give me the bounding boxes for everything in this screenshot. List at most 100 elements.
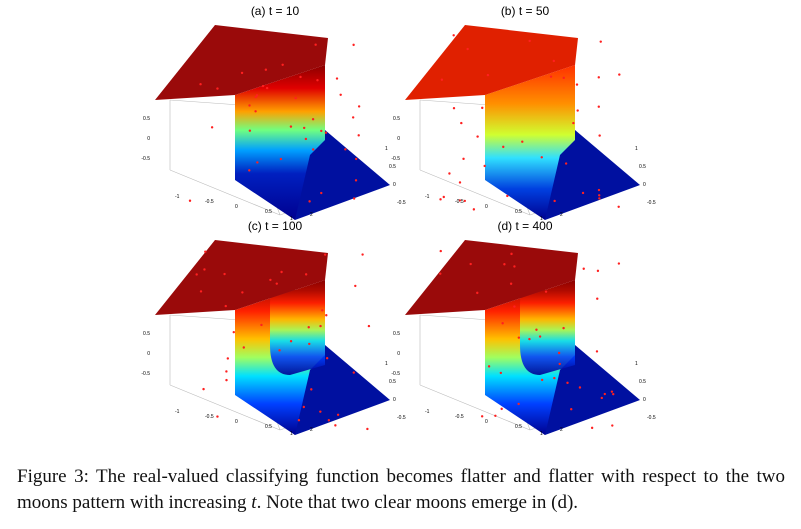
sample-point (578, 386, 582, 389)
sample-point (452, 34, 455, 37)
sample-point (462, 157, 465, 161)
sample-point (354, 179, 358, 182)
sample-point (494, 414, 497, 417)
sample-point (517, 402, 520, 406)
sample-point (562, 326, 565, 330)
sample-point (254, 95, 257, 99)
box-edge (419, 314, 491, 321)
sample-point (325, 356, 329, 360)
panel-title: (c) t = 100 (248, 219, 303, 233)
sample-point (476, 135, 479, 138)
sample-point (528, 337, 531, 341)
panel: (d) t = 400 0.5 0 -0.5 -1 -0.5 0 0.5 1 0.5 0 -0.5 1 2 (391, 219, 655, 437)
sample-point (352, 43, 355, 47)
sample-point (458, 199, 462, 202)
y-tick-label: 2 (310, 427, 313, 433)
sample-point (256, 161, 259, 164)
sample-point (248, 169, 251, 172)
z-tick-label: -0.5 (391, 371, 400, 377)
z-tick-label: -0.5 (141, 156, 150, 162)
surface-wall (235, 65, 325, 220)
sample-point (506, 194, 509, 198)
x-tick-label: 0 (485, 419, 488, 425)
sample-point (521, 140, 524, 143)
sample-point (225, 370, 228, 373)
z-tick-label: 0 (397, 136, 400, 142)
sample-point (279, 157, 283, 161)
caption: Figure 3: The real-valued classifying fu… (17, 464, 785, 516)
sample-point (590, 426, 594, 430)
sample-point (224, 304, 227, 308)
y-tick-label: -0.5 (397, 415, 406, 421)
box-edge (169, 314, 241, 321)
sample-point (562, 76, 565, 80)
y-tick-label: 0.5 (639, 164, 646, 170)
x-tick-label: 0 (235, 419, 238, 425)
x-tick-label: 0.5 (265, 209, 272, 215)
sample-point (319, 324, 322, 328)
y-tick-label: 0 (393, 397, 396, 403)
sample-point (460, 121, 463, 125)
sample-point (269, 278, 272, 282)
sample-point (501, 322, 504, 325)
surface-wall (485, 65, 575, 220)
sample-point (199, 83, 202, 86)
sample-point (307, 326, 310, 329)
sample-point (216, 87, 219, 90)
sample-point (241, 291, 244, 294)
sample-point (617, 262, 621, 265)
sample-point (210, 126, 214, 129)
sample-point (204, 250, 207, 253)
sample-point (557, 351, 561, 355)
x-tick-label: 0 (485, 204, 488, 210)
sample-point (552, 59, 556, 63)
sample-point (544, 290, 548, 293)
panel-title: (b) t = 50 (501, 4, 550, 18)
sample-point (260, 323, 263, 327)
sample-point (486, 73, 490, 77)
sample-point (598, 194, 601, 197)
sample-point (312, 148, 315, 151)
sample-point (466, 47, 469, 51)
sample-point (304, 137, 308, 141)
surface-notch (270, 285, 325, 375)
sample-point (540, 378, 544, 382)
sample-point (576, 109, 579, 112)
sample-point (610, 390, 614, 393)
figure: (a) t = 100.50-0.5-1-0.500.510.50-0.512(… (141, 4, 655, 437)
sample-point (294, 96, 297, 100)
y-tick-label: 0.5 (389, 164, 396, 170)
sample-point (335, 77, 339, 80)
sample-point (352, 371, 356, 374)
y-tick-label: 1 (540, 216, 543, 222)
z-tick-label: 0 (147, 351, 150, 357)
sample-point (311, 118, 315, 121)
sample-point (336, 413, 340, 416)
z-tick-label: 0 (397, 351, 400, 357)
surface-top (405, 240, 578, 315)
y-tick-label: 0 (643, 397, 646, 403)
panel-title: (d) t = 400 (497, 219, 552, 233)
sample-point (476, 291, 479, 295)
sample-point (440, 78, 444, 81)
sample-point (264, 68, 268, 71)
sample-point (366, 427, 369, 431)
sample-point (310, 388, 313, 391)
sample-point (316, 79, 319, 82)
x-tick-label: -0.5 (205, 414, 214, 420)
box-edge (169, 384, 281, 431)
sample-point (487, 365, 491, 368)
sample-point (598, 134, 601, 137)
sample-point (225, 378, 228, 382)
sample-point (324, 131, 328, 134)
surface-top (155, 25, 328, 100)
sample-point (513, 305, 516, 308)
sample-point (248, 104, 251, 107)
sample-point (352, 197, 356, 200)
caption-text: Figure 3: The real-valued classifying fu… (17, 466, 785, 513)
sample-point (452, 107, 456, 110)
sample-point (500, 407, 503, 411)
y-tick-label: 1 (385, 146, 388, 152)
sample-point (528, 39, 531, 43)
